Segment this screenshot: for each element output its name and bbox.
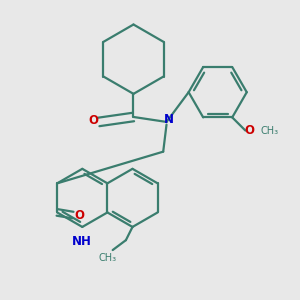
Text: O: O bbox=[74, 208, 84, 222]
Text: O: O bbox=[244, 124, 254, 137]
Text: CH₃: CH₃ bbox=[99, 253, 117, 263]
Text: O: O bbox=[88, 114, 98, 127]
Text: NH: NH bbox=[72, 235, 92, 248]
Text: N: N bbox=[164, 113, 174, 126]
Text: CH₃: CH₃ bbox=[260, 126, 278, 136]
